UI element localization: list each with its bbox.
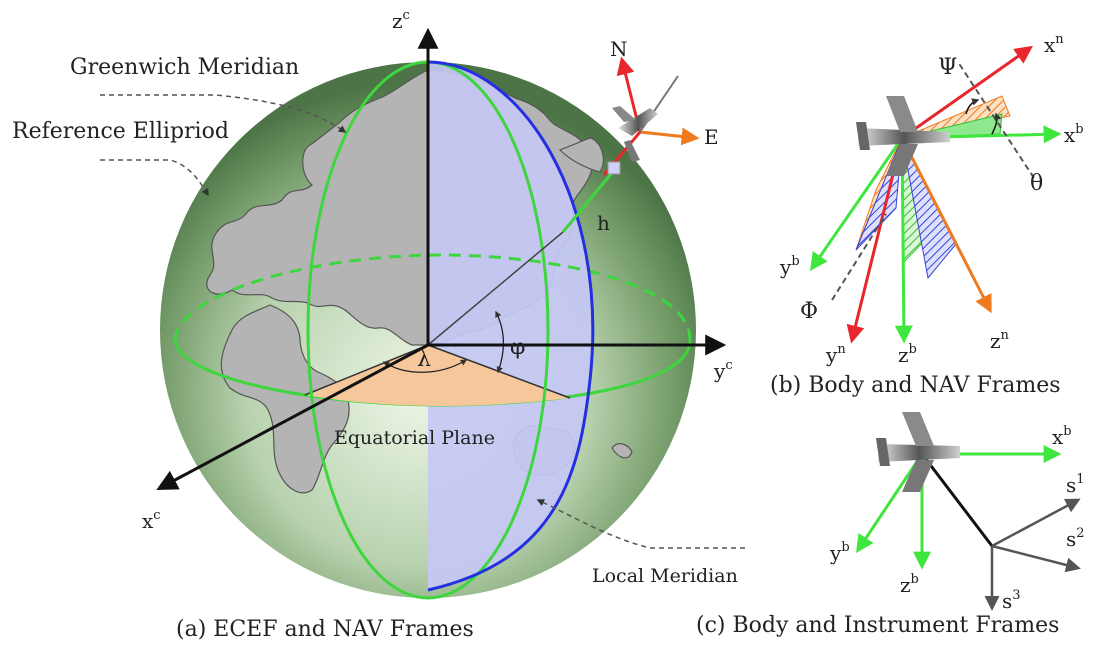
zb-label-b: zb xyxy=(898,342,917,367)
zn-label: zn xyxy=(990,328,1010,353)
theta-arc xyxy=(991,112,1002,135)
xb-label-c: xb xyxy=(1052,424,1072,449)
phi-label: φ xyxy=(510,335,525,360)
zn-axis xyxy=(900,137,992,314)
xb-label-b: xb xyxy=(1064,122,1084,147)
radius-line xyxy=(427,231,564,346)
zc-label: zc xyxy=(392,8,410,33)
greenwich-leader xyxy=(100,94,347,133)
s3-label: s3 xyxy=(1002,588,1021,613)
yc-label: yc xyxy=(713,358,733,383)
psi-arc xyxy=(965,98,980,115)
lambda-label: λ xyxy=(417,347,431,372)
airplane-icon xyxy=(856,96,950,176)
local-meridian-leader xyxy=(536,499,745,549)
panel-b-body-nav: Ψ θ Φ xn xb yb yn zb zn (b) Body and NAV… xyxy=(770,32,1084,398)
xn-axis xyxy=(901,45,1033,140)
phi-dash xyxy=(831,213,887,301)
nav-frame-a xyxy=(602,56,700,176)
psi-label: Ψ xyxy=(938,55,957,80)
airplane-icon xyxy=(612,106,658,162)
ellipsoid-label: Reference Ellipriod xyxy=(12,119,229,144)
north-label: N xyxy=(610,37,628,61)
h-line xyxy=(561,167,618,233)
h-label: h xyxy=(597,211,610,235)
yn-label: yn xyxy=(825,342,846,367)
yb-label-b: yb xyxy=(779,254,800,279)
local-meridian-curve xyxy=(427,60,595,592)
s2-label: s2 xyxy=(1066,526,1085,551)
xc-axis xyxy=(156,343,429,490)
phi-label-b: Φ xyxy=(800,299,818,324)
lever-arm xyxy=(920,453,994,547)
airplane-icon xyxy=(876,412,960,492)
caption-a: (a) ECEF and NAV Frames xyxy=(176,617,474,642)
xn-label: xn xyxy=(1044,32,1064,57)
yb-axis-b xyxy=(809,137,904,271)
local-meridian-label: Local Meridian xyxy=(592,565,738,587)
wedge-edge-1 xyxy=(304,344,429,396)
phi-arc xyxy=(495,310,505,374)
caption-b: (b) Body and NAV Frames xyxy=(770,373,1061,398)
s1-label: s1 xyxy=(1066,472,1085,497)
greenwich-label: Greenwich Meridian xyxy=(70,55,299,80)
yb-label-c: yb xyxy=(829,540,850,565)
panel-a-ecef: Greenwich Meridian Reference Ellipriod z… xyxy=(12,8,745,642)
yb-axis-c xyxy=(856,453,924,553)
psi-dash xyxy=(957,61,1035,179)
s2-axis xyxy=(991,544,1081,573)
lambda-wedge xyxy=(305,345,570,406)
equator-back xyxy=(173,253,692,341)
east-label: E xyxy=(704,125,719,149)
east-arrow xyxy=(639,127,700,146)
theta-label: θ xyxy=(1030,171,1043,196)
zb-label-c: zb xyxy=(900,572,919,597)
meridian-plane xyxy=(428,62,593,590)
s1-axis xyxy=(991,498,1081,548)
xc-label: xc xyxy=(142,508,161,533)
ellipsoid-leader xyxy=(100,159,209,197)
point-marker xyxy=(607,161,621,175)
panel-c-body-instrument: xb yb zb s1 s2 s3 (c) Body and Instrumen… xyxy=(696,412,1085,638)
equatorial-label: Equatorial Plane xyxy=(334,427,495,449)
caption-c: (c) Body and Instrument Frames xyxy=(696,613,1059,638)
